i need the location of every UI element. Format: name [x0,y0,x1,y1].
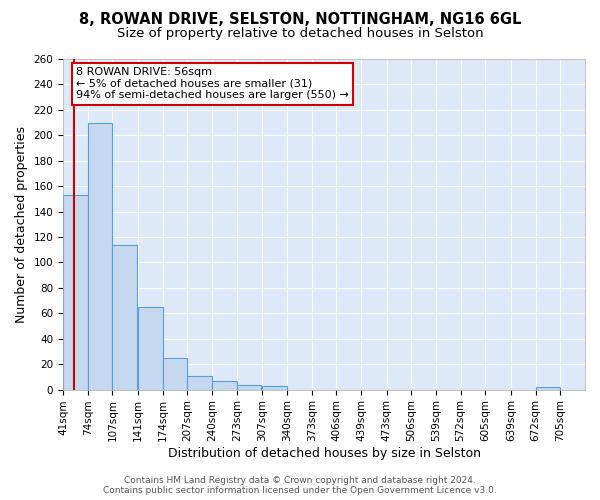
Bar [88,122,112,390]
Y-axis label: Number of detached properties: Number of detached properties [15,126,28,323]
Bar [187,376,212,390]
Text: 8, ROWAN DRIVE, SELSTON, NOTTINGHAM, NG16 6GL: 8, ROWAN DRIVE, SELSTON, NOTTINGHAM, NG1… [79,12,521,28]
Bar [163,358,187,390]
Bar [112,244,137,390]
Text: Contains HM Land Registry data © Crown copyright and database right 2024.
Contai: Contains HM Land Registry data © Crown c… [103,476,497,495]
Text: Size of property relative to detached houses in Selston: Size of property relative to detached ho… [116,28,484,40]
X-axis label: Distribution of detached houses by size in Selston: Distribution of detached houses by size … [167,447,481,460]
Bar [63,195,88,390]
Bar [262,386,287,390]
Bar [212,380,237,390]
Text: 8 ROWAN DRIVE: 56sqm
← 5% of detached houses are smaller (31)
94% of semi-detach: 8 ROWAN DRIVE: 56sqm ← 5% of detached ho… [76,68,349,100]
Bar [536,387,560,390]
Bar [138,307,163,390]
Bar [237,384,262,390]
